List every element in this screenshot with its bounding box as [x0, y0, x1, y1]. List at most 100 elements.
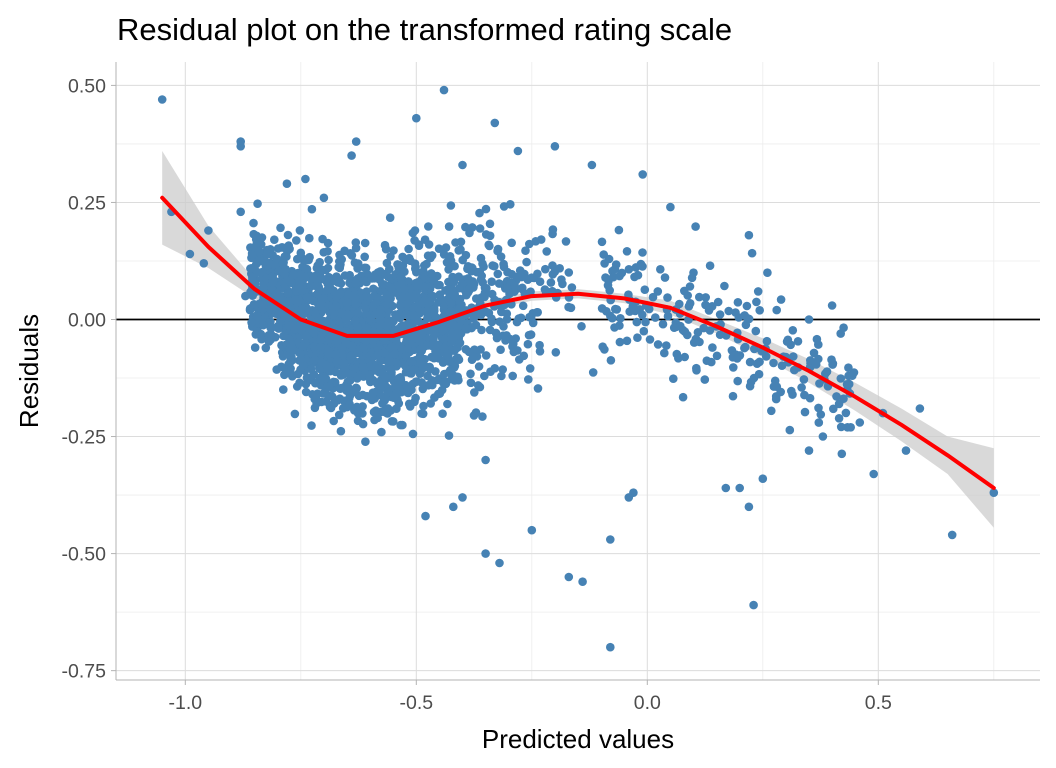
cloud-point — [470, 388, 479, 397]
cloud-point — [352, 402, 362, 412]
cloud-point — [360, 252, 370, 262]
cloud-point — [290, 409, 300, 419]
cloud-point — [469, 411, 479, 420]
scatter-point — [481, 549, 490, 558]
cloud-point — [259, 300, 268, 310]
cloud-point — [755, 306, 764, 315]
cloud-point — [769, 358, 778, 368]
cloud-point — [404, 244, 413, 254]
cloud-point — [446, 201, 456, 210]
cloud-point — [785, 425, 795, 435]
cloud-point — [524, 375, 533, 384]
cloud-point — [430, 393, 439, 402]
y-tick-label: -0.25 — [62, 427, 107, 449]
cloud-point — [385, 213, 395, 222]
cloud-point — [408, 334, 418, 343]
cloud-point — [351, 279, 360, 288]
cloud-point — [309, 296, 318, 306]
cloud-point — [448, 287, 457, 296]
cloud-point — [782, 337, 792, 346]
scatter-point — [458, 493, 467, 502]
scatter-point — [157, 95, 167, 104]
cloud-point — [535, 277, 545, 287]
cloud-point — [480, 292, 489, 302]
cloud-point — [724, 306, 733, 316]
cloud-point — [299, 256, 309, 265]
y-tick-label: 0.50 — [68, 75, 106, 97]
cloud-point — [473, 381, 483, 390]
cloud-point — [444, 222, 454, 231]
cloud-point — [277, 362, 286, 372]
cloud-point — [298, 342, 307, 351]
cloud-point — [525, 364, 535, 373]
cloud-point — [292, 236, 301, 245]
cloud-point — [632, 317, 642, 327]
cloud-point — [339, 358, 349, 368]
cloud-point — [293, 254, 302, 264]
cloud-point — [309, 370, 319, 379]
cloud-point — [499, 202, 509, 211]
cloud-point — [515, 266, 525, 275]
cloud-point — [424, 240, 434, 249]
scatter-point — [735, 483, 744, 493]
scatter-point — [199, 259, 209, 268]
cloud-point — [752, 297, 761, 307]
cloud-point — [777, 361, 787, 371]
cloud-point — [272, 289, 282, 298]
cloud-point — [316, 335, 325, 345]
cloud-point — [705, 326, 715, 335]
cloud-point — [729, 363, 738, 372]
scatter-point — [606, 535, 615, 544]
cloud-point — [525, 312, 535, 322]
cloud-point — [283, 288, 293, 298]
cloud-point — [662, 341, 671, 350]
cloud-point — [525, 239, 534, 249]
cloud-point — [402, 309, 411, 319]
cloud-point — [419, 267, 428, 276]
cloud-point — [708, 343, 717, 352]
cloud-point — [274, 324, 283, 333]
cloud-point — [403, 383, 413, 393]
cloud-point — [376, 384, 385, 394]
cloud-point — [548, 270, 558, 279]
cloud-point — [271, 309, 281, 319]
cloud-point — [836, 422, 846, 432]
cloud-point — [315, 257, 325, 267]
cloud-point — [751, 326, 761, 336]
cloud-point — [606, 311, 615, 321]
cloud-point — [409, 365, 419, 375]
cloud-point — [411, 264, 420, 274]
cloud-point — [329, 399, 339, 408]
cloud-point — [270, 235, 279, 244]
cloud-point — [742, 301, 752, 311]
cloud-point — [439, 378, 448, 388]
cloud-point — [493, 269, 503, 279]
cloud-point — [836, 329, 845, 338]
cloud-point — [495, 317, 505, 327]
cloud-point — [438, 325, 448, 335]
cloud-point — [469, 352, 478, 362]
cloud-point — [423, 251, 433, 260]
cloud-point — [605, 286, 614, 295]
scatter-point — [763, 268, 772, 278]
cloud-point — [358, 363, 368, 372]
cloud-point — [683, 330, 692, 340]
cloud-point — [533, 384, 543, 393]
cloud-point — [485, 219, 495, 229]
scatter-point — [804, 446, 814, 455]
cloud-point — [577, 322, 586, 331]
cloud-point — [701, 293, 710, 302]
cloud-point — [322, 286, 332, 295]
cloud-point — [272, 254, 282, 264]
cloud-point — [371, 310, 381, 319]
cloud-point — [410, 236, 419, 245]
cloud-point — [390, 349, 400, 359]
cloud-point — [653, 340, 663, 349]
cloud-point — [598, 342, 607, 352]
cloud-point — [564, 268, 574, 277]
cloud-point — [675, 299, 684, 309]
cloud-point — [383, 388, 393, 397]
scatter-point — [204, 226, 213, 235]
cloud-point — [442, 350, 452, 360]
cloud-point — [805, 393, 815, 403]
